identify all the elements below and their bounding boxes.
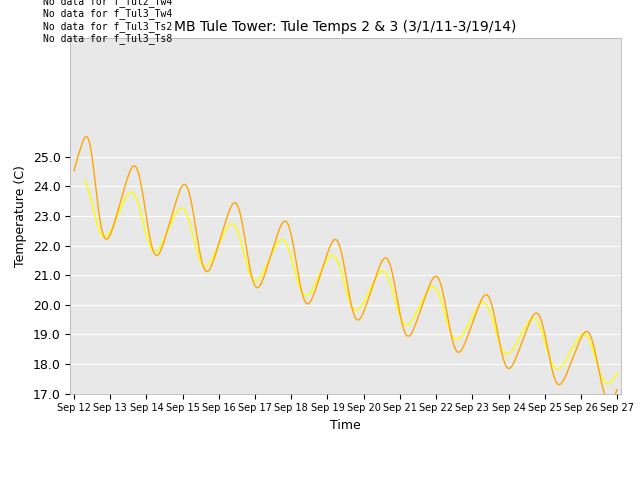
Legend: Tul2_Ts-2, Tul2_Ts-8: Tul2_Ts-2, Tul2_Ts-8 [231,478,460,480]
Tul2_Ts-8 [286,250,294,255]
Tul2_Ts-2 [167,215,175,221]
Tul2_Ts-8 [378,268,386,274]
Tul2_Ts-2 [434,275,442,280]
Tul2_Ts-2 [391,284,399,289]
Line: Tul2_Ts-8: Tul2_Ts-8 [85,180,617,384]
Tul2_Ts-8 [356,305,364,311]
Tul2_Ts-2 [211,254,218,260]
Y-axis label: Temperature (C): Temperature (C) [14,165,28,267]
Text: No data for f_Tul2_Tw4
No data for f_Tul3_Tw4
No data for f_Tul3_Ts2
No data for: No data for f_Tul2_Tw4 No data for f_Tul… [43,0,172,44]
Tul2_Ts-8 [575,334,583,340]
X-axis label: Time: Time [330,419,361,432]
Tul2_Ts-8 [604,381,612,386]
Title: MB Tule Tower: Tule Temps 2 & 3 (3/1/11-3/19/14): MB Tule Tower: Tule Temps 2 & 3 (3/1/11-… [175,21,516,35]
Tul2_Ts-8 [613,370,621,376]
Tul2_Ts-2 [317,271,324,277]
Tul2_Ts-8 [81,177,89,183]
Line: Tul2_Ts-2: Tul2_Ts-2 [74,137,617,401]
Tul2_Ts-2 [83,134,90,140]
Tul2_Ts-8 [106,230,113,236]
Tul2_Ts-2 [613,387,621,393]
Tul2_Ts-2 [480,293,488,299]
Tul2_Ts-2 [70,168,78,173]
Tul2_Ts-8 [454,336,462,342]
Tul2_Ts-2 [606,398,614,404]
